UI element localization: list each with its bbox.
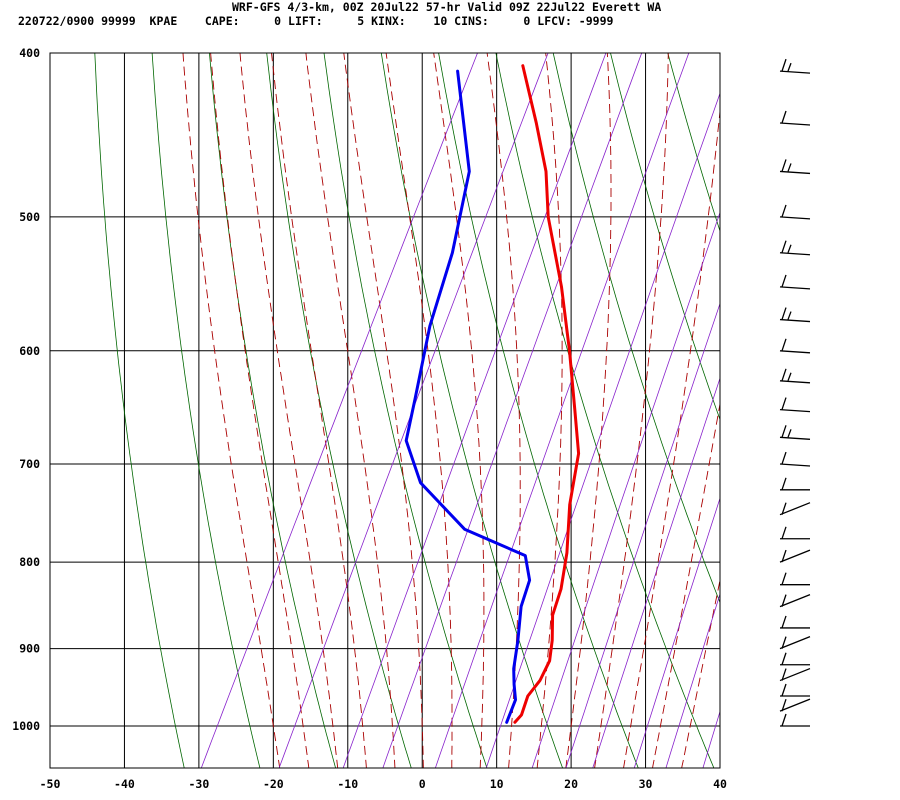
- wind-barb-icon: [779, 594, 811, 608]
- wind-barb-icon: [780, 572, 810, 586]
- moist-adiabat-line: [239, 53, 339, 768]
- wind-barb-icon: [779, 159, 811, 175]
- x-tick-label: -40: [114, 777, 135, 791]
- moist-adiabat-line: [652, 401, 720, 768]
- y-tick-label: 500: [19, 210, 40, 224]
- mixing-ratio-line: [633, 497, 720, 768]
- profile-layer: [404, 64, 581, 724]
- y-tick-label: 400: [19, 46, 40, 60]
- dry-adiabat-line: [380, 53, 564, 768]
- reference-lines-layer: [94, 34, 900, 768]
- wind-barb-icon: [779, 397, 811, 413]
- dry-adiabat-line: [438, 53, 639, 768]
- x-tick-label: 30: [639, 777, 653, 791]
- wind-barb-icon: [780, 683, 810, 697]
- moist-adiabat-line: [210, 53, 310, 768]
- moist-adiabat-line: [433, 53, 485, 768]
- temperature-profile-line: [513, 64, 581, 724]
- dry-adiabat-line: [777, 34, 900, 768]
- wind-barb-icon: [779, 636, 811, 650]
- wind-barb-icon: [779, 451, 811, 467]
- moist-adiabat-line: [594, 53, 669, 768]
- mixing-ratio-line: [485, 92, 720, 768]
- plot-frame: [49, 52, 721, 769]
- moist-adiabat-line: [681, 577, 720, 768]
- wind-barb-icon: [779, 110, 811, 126]
- wind-barb-icon: [779, 274, 811, 290]
- axis-labels-layer: -50 -40 -30 -20 -10 0 10 20 30 40 400 500 600 700 800 9…: [12, 46, 727, 791]
- y-tick-label: 1000: [12, 719, 40, 733]
- x-tick-label: 0: [419, 777, 426, 791]
- wind-barb-icon: [779, 425, 811, 440]
- dry-adiabat-line: [151, 53, 261, 768]
- dry-adiabat-line: [552, 53, 720, 604]
- wind-barb-icon: [779, 667, 811, 682]
- y-tick-label: 900: [19, 642, 40, 656]
- wind-barb-icon: [779, 338, 811, 354]
- moist-adiabat-line: [271, 53, 367, 768]
- mixing-ratio-line: [592, 376, 720, 768]
- moist-adiabat-line: [565, 53, 612, 768]
- wind-barb-icon: [780, 477, 810, 491]
- wind-barb-icon: [779, 58, 811, 74]
- wind-barb-icon: [780, 713, 810, 727]
- mixing-ratio-line: [531, 211, 720, 768]
- dry-adiabat-line: [94, 53, 185, 768]
- dry-adiabat-line: [667, 53, 720, 233]
- dry-adiabat-line: [834, 34, 900, 768]
- wind-barb-icon: [779, 307, 811, 323]
- mixing-ratio-line: [342, 53, 607, 768]
- dry-adiabat-line: [266, 53, 412, 768]
- station-stats-line: 220722/0900 99999 KPAE CAPE: 0 LIFT: 5 K…: [18, 14, 614, 28]
- x-tick-label: -10: [337, 777, 358, 791]
- wind-barb-icon: [780, 615, 810, 629]
- wind-barb-icon: [779, 240, 811, 256]
- x-tick-label: -20: [263, 777, 284, 791]
- x-tick-label: 40: [713, 777, 727, 791]
- moist-adiabat-line: [486, 53, 521, 768]
- dewpoint-profile-line: [404, 69, 532, 724]
- wind-barb-icon: [779, 368, 811, 384]
- mixing-ratio-line: [434, 53, 690, 768]
- wind-barb-icon: [780, 652, 810, 666]
- dry-adiabat-line: [891, 34, 900, 768]
- dry-adiabat-line: [610, 53, 720, 421]
- dry-adiabat-line: [720, 34, 900, 768]
- mixing-ratio-line: [200, 53, 478, 768]
- y-tick-label: 700: [19, 457, 40, 471]
- wind-barb-icon: [779, 502, 811, 516]
- moist-adiabat-line: [343, 53, 424, 768]
- grid-layer: [50, 53, 720, 768]
- dry-adiabat-line: [495, 53, 715, 768]
- wind-barb-icon: [780, 526, 810, 540]
- moist-adiabat-line: [385, 53, 453, 768]
- y-tick-label: 600: [19, 344, 40, 358]
- moist-adiabat-line: [182, 53, 281, 768]
- x-tick-label: -50: [40, 777, 61, 791]
- dry-adiabat-line: [323, 53, 488, 768]
- x-tick-label: 20: [564, 777, 578, 791]
- x-tick-label: 10: [490, 777, 504, 791]
- mixing-ratio-line: [382, 53, 643, 768]
- moist-adiabat-line: [536, 53, 563, 768]
- wind-barb-icon: [779, 549, 811, 563]
- chart-title: WRF-GFS 4/3-km, 00Z 20Jul22 57-hr Valid …: [232, 0, 662, 14]
- wind-barb-icon: [779, 204, 811, 220]
- y-tick-label: 800: [19, 555, 40, 569]
- dry-adiabat-line: [208, 53, 336, 768]
- mixing-ratio-line: [565, 302, 720, 768]
- wind-barb-icon: [779, 698, 811, 712]
- x-tick-label: -30: [188, 777, 209, 791]
- moist-adiabat-line: [623, 106, 720, 768]
- header: WRF-GFS 4/3-km, 00Z 20Jul22 57-hr Valid …: [0, 0, 900, 34]
- moist-adiabat-line: [305, 53, 396, 768]
- wind-barbs-layer: [779, 58, 811, 727]
- mixing-ratio-line: [278, 53, 549, 768]
- mixing-ratio-line: [665, 592, 720, 768]
